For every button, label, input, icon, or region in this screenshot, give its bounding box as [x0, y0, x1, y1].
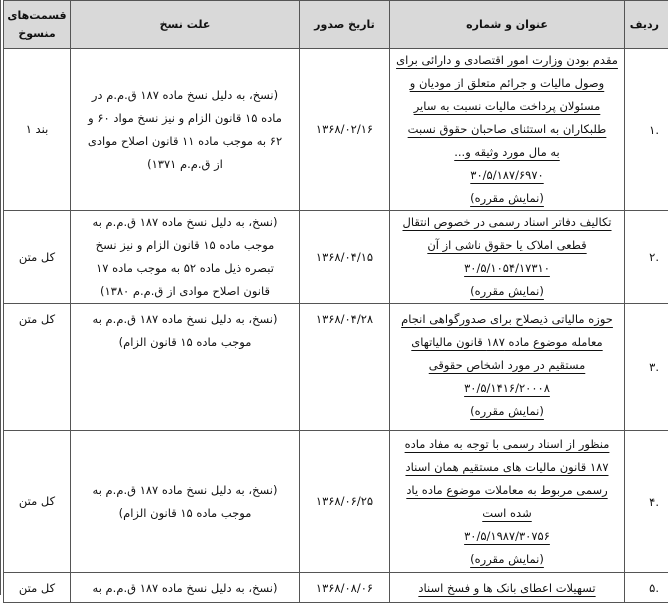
regulation-title-link[interactable]: ۳۰/۵/۱۴۱۶/۲۰۰۰۸	[464, 381, 550, 395]
header-parts-line1: قسمت‌های	[4, 7, 70, 25]
repealed-parts: بند ۱	[4, 49, 71, 211]
regulation-title-link[interactable]: منظور از اسناد رسمی با توجه به مفاد ماده	[405, 437, 610, 451]
show-regulation-link[interactable]: (نمایش مقرره)	[470, 404, 544, 418]
repeal-reason-line: (نسخ، به دلیل نسخ ماده ۱۸۷ ق.م.م به	[71, 479, 299, 502]
header-reason: علت نسخ	[71, 1, 300, 49]
show-regulation-link[interactable]: (نمایش مقرره)	[470, 552, 544, 566]
repealed-parts: کل متن	[4, 211, 71, 304]
header-title: عنوان و شماره	[390, 1, 625, 49]
repeal-reason-cell: (نسخ، به دلیل نسخ ماده ۱۸۷ ق.م.م به	[71, 573, 300, 603]
repealed-parts-text: کل متن	[4, 308, 70, 331]
repealed-parts-text: کل متن	[4, 246, 70, 269]
regulation-title-cell: تکالیف دفاتر اسناد رسمی در خصوص انتقال قط…	[390, 211, 625, 304]
issue-date-text: ۱۳۶۸/۰۸/۰۶	[300, 577, 389, 600]
repeal-reason-line: موجب ماده ۱۵ قانون الزام)	[71, 331, 299, 354]
regulation-title-cell: تسهیلات اعطای بانک ها و فسخ اسناد	[390, 573, 625, 603]
repeal-reason-line: (نسخ، به دلیل نسخ ماده ۱۸۷ ق.م.م به	[71, 577, 299, 600]
row-number: .۴	[625, 431, 668, 573]
repeal-reason-line: (نسخ، به دلیل نسخ ماده ۱۸۷ ق.م.م به	[71, 308, 299, 331]
regulation-title-cell: مقدم بودن وزارت امور اقتصادی و دارائی بر…	[390, 49, 625, 211]
regulation-title-link[interactable]: رسمی مربوط به معاملات موضوع ماده یاد	[406, 483, 607, 497]
regulation-title-link[interactable]: تسهیلات اعطای بانک ها و فسخ اسناد	[418, 581, 595, 595]
issue-date-text: ۱۳۶۸/۰۲/۱۶	[300, 118, 389, 141]
regulation-title-link[interactable]: مستقیم در مورد اشخاص حقوقی	[429, 358, 586, 372]
row-number: .۲	[625, 211, 668, 304]
regulation-title-link[interactable]: مقدم بودن وزارت امور اقتصادی و دارائی بر…	[396, 53, 618, 67]
repeal-reason-line: از ق.م.م ۱۳۷۱)	[71, 153, 299, 176]
repealed-parts: کل متن	[4, 304, 71, 431]
repeal-reason-line: قانون اصلاح موادی از ق.م.م ۱۳۸۰)	[71, 280, 299, 303]
regulation-title-link[interactable]: حوزه مالیاتی ذیصلاح برای صدورگواهی انجام	[401, 312, 613, 326]
issue-date: ۱۳۶۸/۰۴/۱۵	[300, 211, 390, 304]
regulation-title-link[interactable]: ۳۰/۵/۱۰۵۴/۱۷۳۱۰	[464, 261, 550, 275]
repeal-reason-line: تبصره ذیل ماده ۵۲ به موجب ماده ۱۷	[71, 257, 299, 280]
repealed-parts-text: بند ۱	[4, 118, 70, 141]
header-date: تاریخ صدور	[300, 1, 390, 49]
issue-date-text: ۱۳۶۸/۰۶/۲۵	[300, 490, 389, 513]
regulation-title-link[interactable]: طلبکاران به استثنای صاحبان حقوق نسبت	[408, 122, 607, 136]
table-header-row: ردیف عنوان و شماره تاریخ صدور علت نسخ قس…	[4, 1, 668, 49]
row-number: .۵	[625, 573, 668, 603]
regulation-title-link[interactable]: معامله موضوع ماده ۱۸۷ قانون مالیاتهای	[411, 335, 602, 349]
regulation-title-link[interactable]: ۳۰/۵/۱۹۸۷/۳۰۷۵۶	[464, 529, 550, 543]
row-number: .۱	[625, 49, 668, 211]
issue-date: ۱۳۶۸/۰۴/۲۸	[300, 304, 390, 431]
repealed-regulations-table: ردیف عنوان و شماره تاریخ صدور علت نسخ قس…	[3, 0, 668, 603]
regulation-title-link[interactable]: تکالیف دفاتر اسناد رسمی در خصوص انتقال	[402, 215, 611, 229]
issue-date-text: ۱۳۶۸/۰۴/۲۸	[300, 308, 389, 331]
table-row: .۵ تسهیلات اعطای بانک ها و فسخ اسناد ۱۳۶۸/…	[4, 573, 668, 603]
regulation-title-link[interactable]: به مال مورد وثیقه و...	[454, 145, 560, 159]
repeal-reason-line: ماده ۱۵ قانون الزام و نیز نسخ مواد ۶۰ و	[71, 107, 299, 130]
repeal-reason-line: (نسخ، به دلیل نسخ ماده ۱۸۷ ق.م.م در	[71, 84, 299, 107]
table-row: .۱ مقدم بودن وزارت امور اقتصادی و دارائی …	[4, 49, 668, 211]
show-regulation-link[interactable]: (نمایش مقرره)	[470, 191, 544, 205]
repealed-parts: کل متن	[4, 573, 71, 603]
regulation-title-link[interactable]: ۱۸۷ قانون مالیات های مستقیم همان اسناد	[405, 460, 608, 474]
header-parts-line2: منسوخ	[4, 25, 70, 43]
issue-date: ۱۳۶۸/۰۲/۱۶	[300, 49, 390, 211]
regulation-title-link[interactable]: مسئولان پرداخت مالیات نسبت به سایر	[414, 99, 601, 113]
repeal-reason-line: موجب ماده ۱۵ قانون الزام)	[71, 502, 299, 525]
issue-date: ۱۳۶۸/۰۶/۲۵	[300, 431, 390, 573]
repeal-reason-line: موجب ماده ۱۵ قانون الزام و نیز نسخ	[71, 234, 299, 257]
regulation-title-cell: حوزه مالیاتی ذیصلاح برای صدورگواهی انجام…	[390, 304, 625, 431]
repeal-reason-line: ۶۲ به موجب ماده ۱۱ قانون اصلاح موادی	[71, 130, 299, 153]
show-regulation-link[interactable]: (نمایش مقرره)	[470, 284, 544, 298]
row-number: .۳	[625, 304, 668, 431]
regulation-title-link[interactable]: شده است	[482, 506, 531, 520]
issue-date-text: ۱۳۶۸/۰۴/۱۵	[300, 246, 389, 269]
regulation-title-link[interactable]: ۳۰/۵/۱۸۷/۶۹۷۰	[470, 168, 543, 182]
regulation-title-link[interactable]: وصول مالیات و جرائم متعلق از مودیان و	[410, 76, 604, 90]
repealed-parts-text: کل متن	[4, 577, 70, 600]
repealed-parts-text: کل متن	[4, 490, 70, 513]
header-radif: ردیف	[625, 1, 668, 49]
regulation-title-cell: منظور از اسناد رسمی با توجه به مفاد ماده…	[390, 431, 625, 573]
regulation-title-link[interactable]: قطعی املاک یا حقوق ناشی از آن	[427, 238, 586, 252]
repeal-reason-line: (نسخ، به دلیل نسخ ماده ۱۸۷ ق.م.م به	[71, 211, 299, 234]
repealed-parts: کل متن	[4, 431, 71, 573]
issue-date: ۱۳۶۸/۰۸/۰۶	[300, 573, 390, 603]
